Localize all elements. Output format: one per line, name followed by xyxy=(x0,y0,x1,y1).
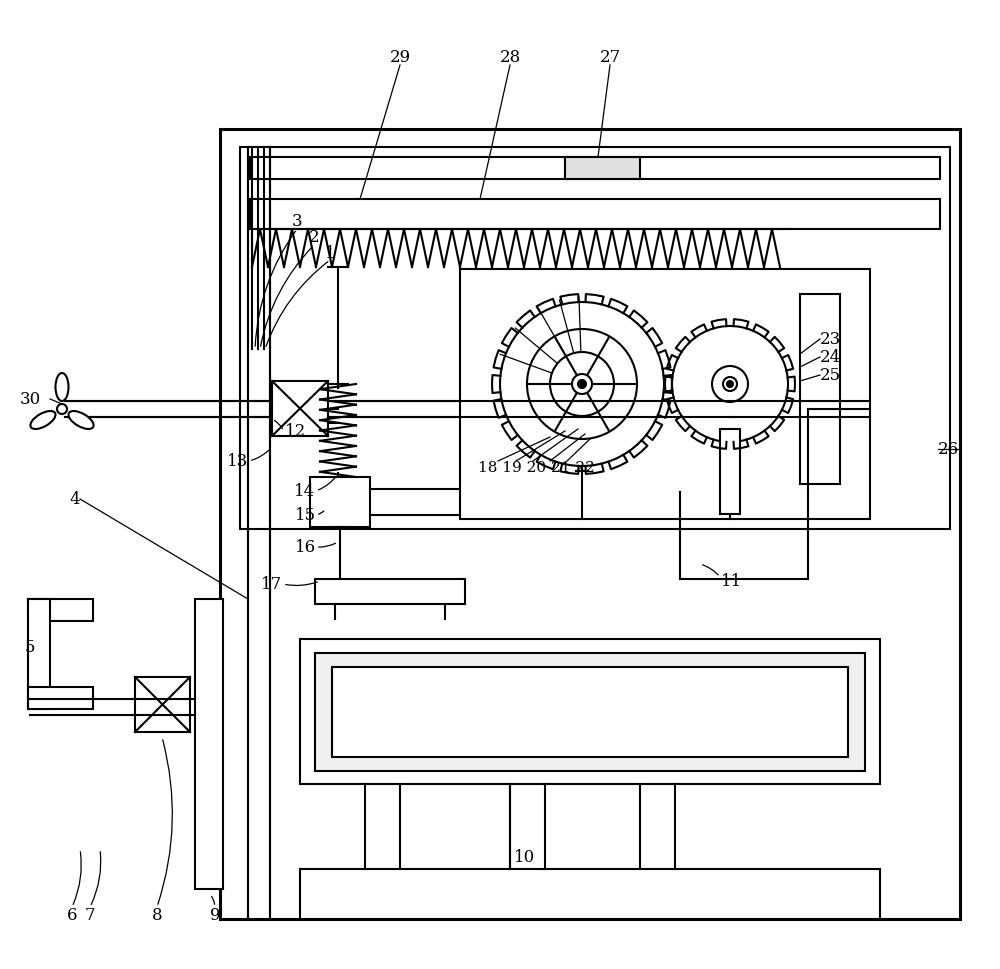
Text: 3: 3 xyxy=(292,213,302,231)
Bar xyxy=(250,200,940,230)
Text: 24: 24 xyxy=(819,349,841,366)
Bar xyxy=(272,382,328,437)
Circle shape xyxy=(672,327,788,443)
Text: 23: 23 xyxy=(819,331,841,348)
Bar xyxy=(565,158,640,180)
Bar xyxy=(332,668,848,757)
Text: 5: 5 xyxy=(25,639,35,656)
Text: 12: 12 xyxy=(285,423,307,440)
Bar xyxy=(28,600,93,621)
Text: 15: 15 xyxy=(294,507,316,524)
Text: 28: 28 xyxy=(499,49,521,67)
Text: 1: 1 xyxy=(325,244,335,262)
Text: 26: 26 xyxy=(937,441,959,458)
Text: 6: 6 xyxy=(67,907,77,923)
Bar xyxy=(220,130,960,919)
Bar xyxy=(720,429,740,515)
Circle shape xyxy=(727,382,733,388)
Text: 9: 9 xyxy=(210,907,220,923)
Text: 30: 30 xyxy=(19,391,41,408)
Text: 11: 11 xyxy=(721,573,743,590)
Text: 16: 16 xyxy=(294,539,316,556)
Bar xyxy=(135,677,190,733)
Circle shape xyxy=(57,405,67,415)
Text: 4: 4 xyxy=(70,491,80,508)
Ellipse shape xyxy=(30,412,55,429)
Text: 10: 10 xyxy=(514,849,536,865)
Bar xyxy=(250,158,940,180)
Bar xyxy=(310,478,370,527)
Bar xyxy=(315,653,865,771)
Text: 27: 27 xyxy=(599,49,621,67)
Text: 29: 29 xyxy=(389,49,411,67)
Circle shape xyxy=(578,381,586,389)
Text: 2: 2 xyxy=(309,230,319,246)
Text: 14: 14 xyxy=(294,483,316,500)
Bar xyxy=(800,295,840,484)
Bar xyxy=(240,148,950,529)
Text: 13: 13 xyxy=(227,453,249,470)
Ellipse shape xyxy=(69,412,94,429)
Bar xyxy=(195,600,223,890)
Text: 18 19 20 21 22: 18 19 20 21 22 xyxy=(478,460,594,475)
Text: 25: 25 xyxy=(819,367,841,384)
Ellipse shape xyxy=(56,374,69,401)
Bar xyxy=(460,269,870,519)
Bar xyxy=(315,579,465,605)
Circle shape xyxy=(500,302,664,466)
Text: 8: 8 xyxy=(152,907,162,923)
Bar xyxy=(300,640,880,784)
Text: 17: 17 xyxy=(261,576,283,593)
Text: 7: 7 xyxy=(85,907,95,923)
Bar xyxy=(28,687,93,709)
Bar xyxy=(28,600,50,709)
